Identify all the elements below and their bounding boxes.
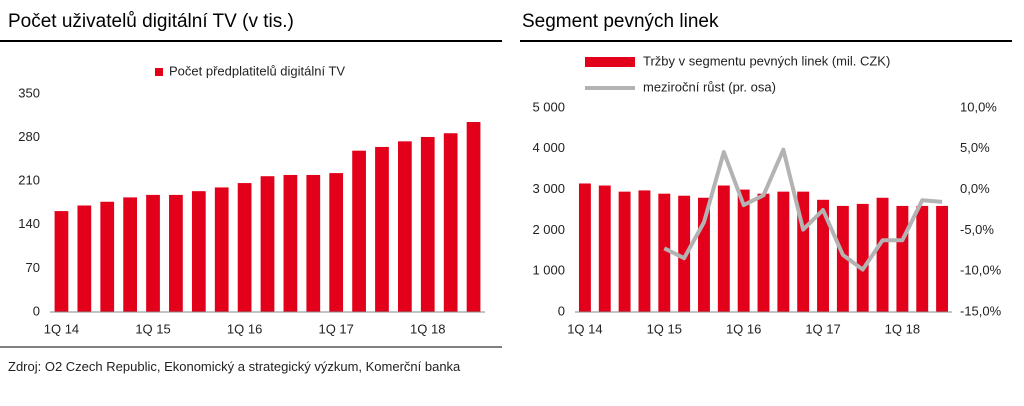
y2-tick-label: 10,0% — [960, 99, 997, 114]
legend-label: meziroční růst (pr. osa) — [643, 79, 776, 94]
bar — [214, 187, 229, 312]
legend-label: Tržby v segmentu pevných linek (mil. CZK… — [643, 53, 890, 68]
source-note: Zdroj: O2 Czech Republic, Ekonomický a s… — [8, 359, 461, 374]
bar — [306, 174, 321, 312]
bar — [146, 194, 160, 312]
legend-swatch — [155, 68, 163, 76]
bar — [329, 173, 344, 312]
x-tick-label: 1Q 18 — [410, 321, 445, 336]
bar — [123, 197, 137, 312]
bar — [100, 201, 115, 312]
y-tick-label: 3 000 — [532, 181, 565, 196]
bar — [169, 194, 183, 312]
legend-label: Počet předplatitelů digitální TV — [169, 63, 345, 78]
bar — [698, 197, 710, 312]
y-tick-label: 4 000 — [532, 140, 565, 155]
bar — [896, 205, 909, 312]
bar — [658, 193, 671, 312]
bar — [77, 205, 92, 312]
bar — [618, 191, 631, 312]
y2-tick-label: 0,0% — [960, 181, 990, 196]
y2-tick-label: -10,0% — [960, 263, 1002, 278]
line — [663, 147, 943, 272]
bar — [398, 141, 412, 312]
bar — [737, 189, 750, 312]
y-tick-label: 70 — [26, 260, 40, 275]
bar — [717, 185, 730, 312]
charts: Počet uživatelů digitální TV (v tis.) Se… — [0, 11, 1012, 348]
bar — [876, 197, 889, 312]
x-tick-label: 1Q 15 — [135, 321, 170, 336]
x-tick-label: 1Q 17 — [318, 321, 353, 336]
y-tick-label: 0 — [558, 303, 565, 318]
chart-title: Počet uživatelů digitální TV (v tis.) — [8, 11, 294, 32]
x-tick-label: 1Q 15 — [647, 321, 682, 336]
x-tick-label: 1Q 18 — [885, 321, 920, 336]
bar — [678, 195, 691, 312]
x-tick-label: 1Q 14 — [567, 321, 602, 336]
y2-tick-label: -5,0% — [960, 222, 994, 237]
y-tick-label: 1 000 — [532, 263, 565, 278]
bar — [237, 183, 252, 312]
y-tick-label: 0 — [33, 303, 40, 318]
bar — [757, 193, 770, 312]
bar — [352, 150, 366, 312]
chart-title: Segment pevných linek — [522, 11, 719, 32]
x-tick-label: 1Q 17 — [805, 321, 840, 336]
bar — [375, 146, 389, 312]
bar — [936, 205, 949, 312]
legend-swatch — [585, 57, 635, 67]
bar — [817, 199, 829, 312]
bar — [638, 190, 651, 312]
bar — [260, 176, 275, 312]
bar — [578, 183, 591, 312]
bar — [466, 122, 481, 313]
x-tick-label: 1Q 16 — [726, 321, 761, 336]
y-tick-label: 280 — [18, 129, 40, 144]
bar — [836, 205, 849, 312]
y-tick-label: 2 000 — [532, 222, 565, 237]
bar — [191, 191, 206, 312]
y-tick-label: 210 — [18, 173, 40, 188]
x-tick-label: 1Q 14 — [44, 321, 79, 336]
y-tick-label: 350 — [18, 85, 40, 100]
bar — [777, 191, 790, 312]
bar — [54, 211, 69, 312]
x-tick-label: 1Q 16 — [227, 321, 262, 336]
bar — [797, 191, 810, 312]
bar — [420, 136, 435, 312]
bar — [598, 185, 611, 312]
bar — [443, 133, 458, 312]
y2-tick-label: -15,0% — [960, 303, 1002, 318]
y-tick-label: 140 — [18, 216, 40, 231]
bar — [283, 174, 298, 312]
bar — [916, 205, 929, 312]
y-tick-label: 5 000 — [532, 99, 565, 114]
y2-tick-label: 5,0% — [960, 140, 990, 155]
bar — [856, 203, 869, 312]
